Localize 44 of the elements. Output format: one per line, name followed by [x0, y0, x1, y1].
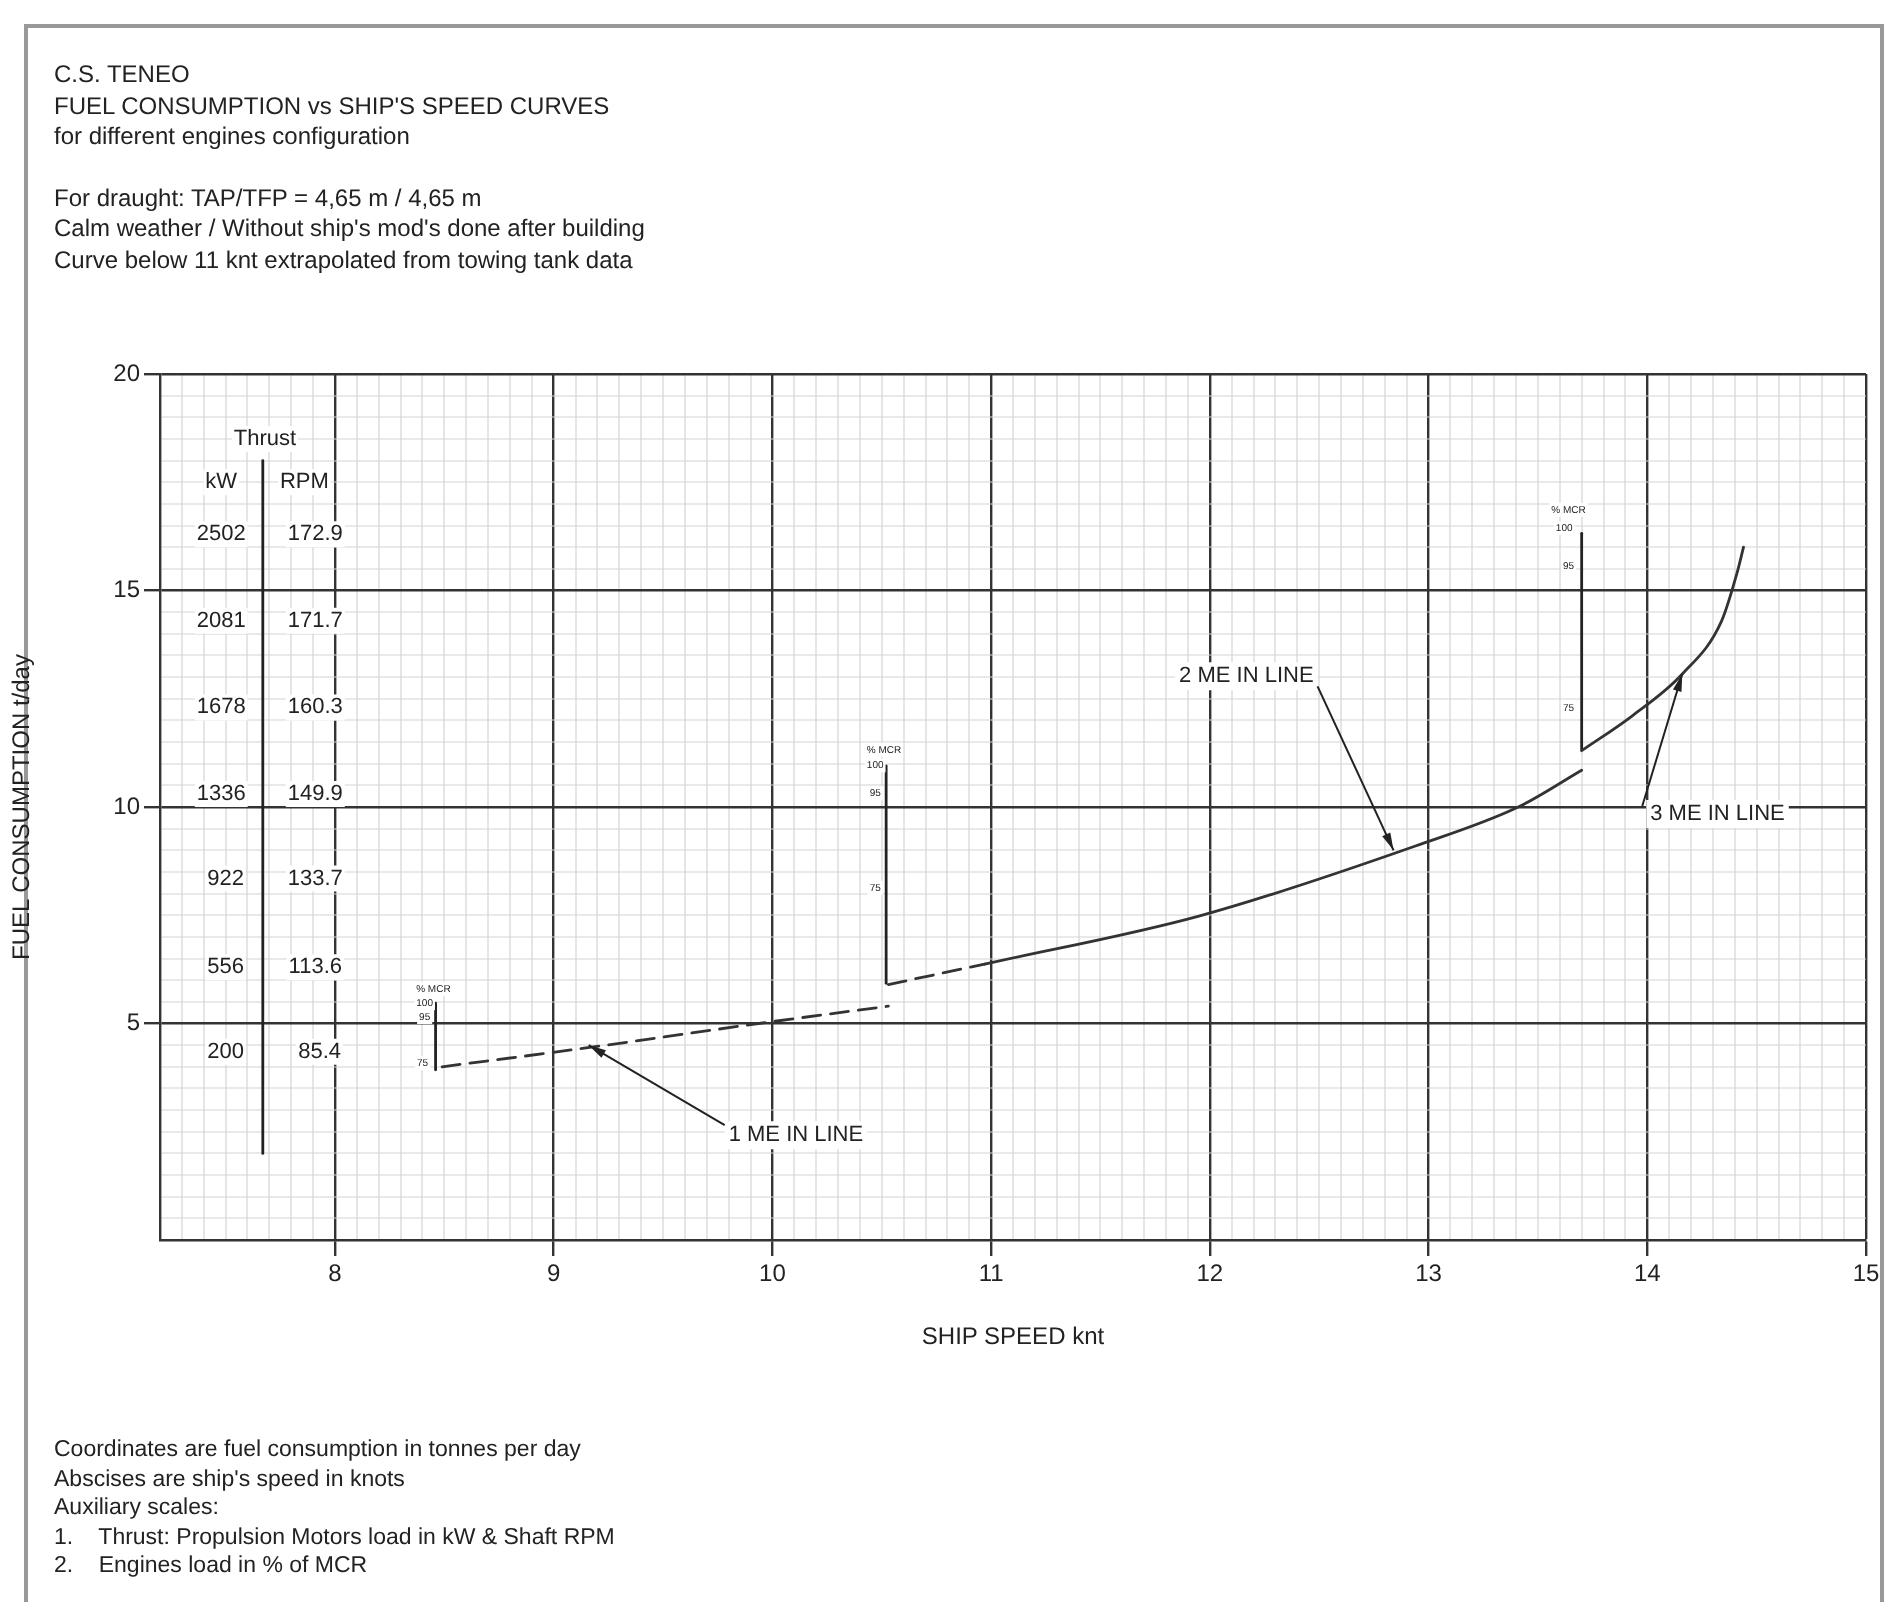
- annotation: kW: [205, 470, 239, 495]
- annotation: 2 ME IN LINE: [1179, 664, 1314, 689]
- text: Calm weather / Without ship's mod's done after building: [54, 214, 645, 245]
- annotation: 200: [207, 1039, 244, 1064]
- x-tick-label: 14: [1633, 1259, 1662, 1288]
- text: Coordinates are fuel consumption in tonnes per day: [54, 1436, 583, 1466]
- x-tick-label: 8: [328, 1259, 343, 1288]
- annotation: 133.7: [287, 866, 343, 891]
- text: Auxiliary scales:: [54, 1494, 221, 1524]
- annotation: 922: [207, 866, 244, 891]
- x-tick-label: 11: [978, 1259, 1005, 1288]
- annotation: 113.6: [288, 955, 343, 980]
- annotation: 172.9: [287, 522, 343, 547]
- annotation: 160.3: [287, 695, 343, 720]
- annotation: Thrust: [233, 427, 297, 452]
- text: 1. Thrust: Propulsion Motors load in kW & Shaft RPM: [54, 1523, 615, 1553]
- annotation: 85.4: [298, 1039, 342, 1064]
- chart-subtitle: FUEL CONSUMPTION vs SHIP'S SPEED CURVES for different engines configuration: [54, 91, 612, 153]
- y-tick-label: 15: [113, 575, 141, 604]
- annotation: 1678: [196, 695, 246, 720]
- annotation: 149.9: [287, 782, 343, 807]
- annotation: 1336: [196, 782, 246, 807]
- annotation: 171.7: [287, 608, 343, 633]
- annotation: 2502: [196, 522, 246, 547]
- text: 2. Engines load in % of MCR: [54, 1552, 370, 1582]
- text: For draught: TAP/TFP = 4,65 m / 4,65 m: [54, 183, 484, 214]
- x-axis-title: SHIP SPEED knt: [921, 1322, 1106, 1351]
- x-tick-label: 12: [1196, 1259, 1224, 1288]
- annotation: 1 ME IN LINE: [728, 1123, 864, 1148]
- y-tick-label: 5: [126, 1008, 141, 1037]
- x-tick-label: 15: [1852, 1259, 1880, 1288]
- annotation: 556: [207, 955, 244, 980]
- x-tick-label: 13: [1415, 1259, 1443, 1288]
- annotation: 2081: [196, 608, 246, 633]
- x-tick-label: 10: [759, 1259, 787, 1288]
- y-tick-label: 10: [113, 791, 141, 820]
- text: Curve below 11 knt extrapolated from towing tank data: [54, 245, 635, 276]
- chart-title: C.S. TENEO: [54, 60, 192, 91]
- x-tick-label: 9: [547, 1259, 561, 1288]
- annotation: 3 ME IN LINE: [1650, 802, 1785, 827]
- annotation: RPM: [279, 470, 329, 495]
- text: Abscises are ship's speed in knots: [54, 1465, 407, 1495]
- y-axis-title: FUEL CONSUMPTION t/day: [7, 654, 36, 960]
- y-tick-label: 20: [113, 358, 141, 387]
